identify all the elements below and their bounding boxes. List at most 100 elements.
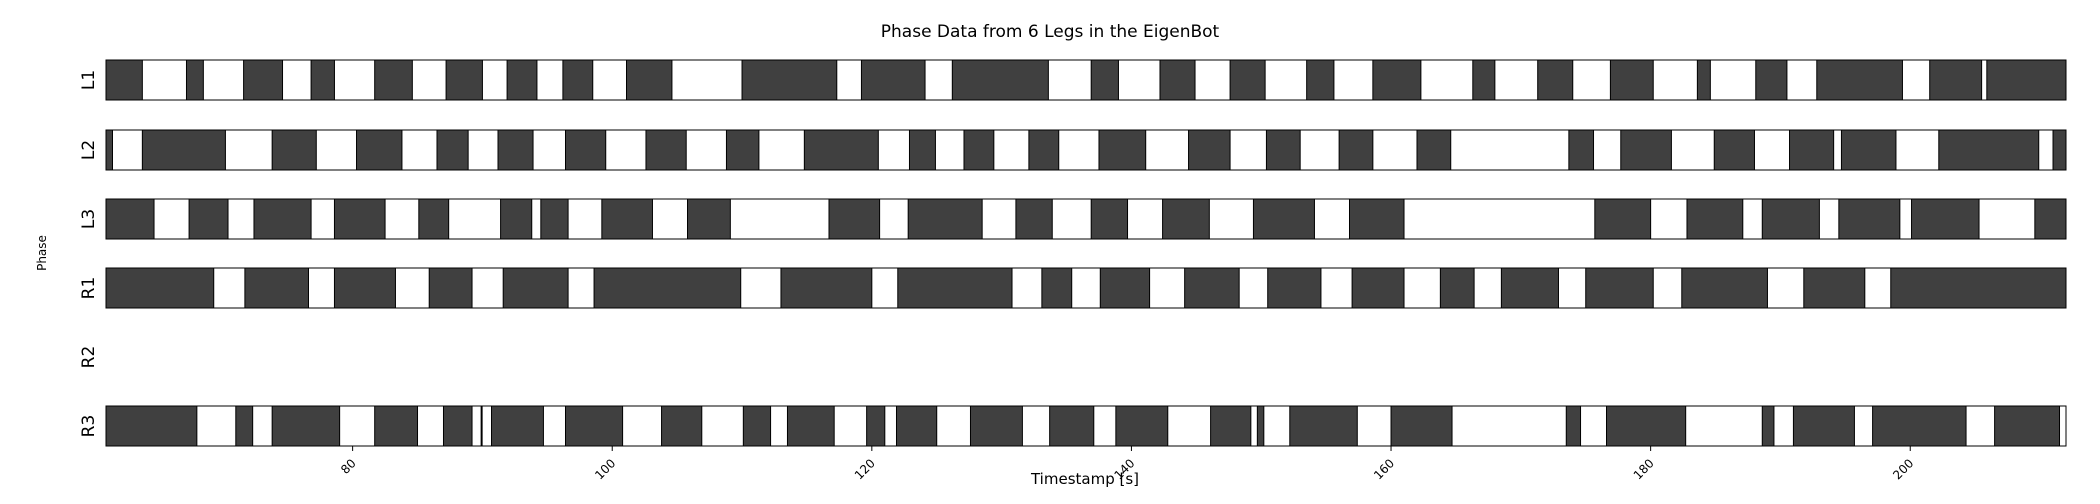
stance-segment — [895, 405, 938, 447]
stance-segment — [480, 405, 483, 447]
stance-segment — [1162, 198, 1210, 240]
stance-segment — [951, 59, 1049, 101]
y-axis-label: Phase — [35, 235, 49, 271]
stance-segment — [105, 59, 143, 101]
stance-segment — [828, 198, 881, 240]
stance-segment — [1351, 267, 1405, 309]
stance-segment — [687, 198, 731, 240]
stance-segment — [866, 405, 886, 447]
stance-segment — [1041, 267, 1073, 309]
stance-segment — [1792, 405, 1855, 447]
stance-segment — [105, 198, 155, 240]
stance-segment — [1761, 198, 1820, 240]
stance-segment — [1099, 267, 1151, 309]
stance-segment — [1098, 129, 1147, 171]
stance-segment — [374, 405, 419, 447]
stance-segment — [963, 129, 995, 171]
stance-segment — [2052, 129, 2067, 171]
x-tick-label: 120 — [852, 456, 878, 482]
stance-segment — [626, 59, 673, 101]
stance-segment — [907, 198, 983, 240]
stance-segment — [803, 129, 879, 171]
stance-segment — [2034, 198, 2067, 240]
stance-segment — [502, 267, 569, 309]
stance-segment — [1090, 198, 1129, 240]
stance-segment — [436, 129, 469, 171]
row-label-l3: L3 — [79, 209, 99, 229]
stance-segment — [661, 405, 703, 447]
stance-segment — [1472, 59, 1496, 101]
stance-segment — [1609, 59, 1654, 101]
stance-segment — [1252, 198, 1315, 240]
stance-segment — [1803, 267, 1866, 309]
stance-segment — [1267, 267, 1322, 309]
stance-segment — [1028, 129, 1060, 171]
stance-segment — [860, 59, 926, 101]
stance-segment — [564, 405, 624, 447]
stance-segment — [1713, 129, 1755, 171]
stance-segment — [1390, 405, 1453, 447]
stance-segment — [1789, 129, 1835, 171]
stance-segment — [1188, 129, 1231, 171]
stance-segment — [185, 59, 204, 101]
x-axis-label: Timestamp [s] — [1030, 470, 1139, 488]
stance-segment — [1994, 405, 2061, 447]
stance-segment — [741, 59, 838, 101]
stance-segment — [1568, 129, 1595, 171]
stance-segment — [244, 267, 309, 309]
stance-segment — [897, 267, 1013, 309]
stance-segment — [141, 129, 226, 171]
row-label-r3: R3 — [79, 415, 99, 438]
stance-segment — [1537, 59, 1574, 101]
stance-segment — [333, 198, 386, 240]
stance-segment — [418, 198, 450, 240]
row-frame-r1 — [105, 267, 2067, 309]
stance-segment — [1289, 405, 1358, 447]
stance-segment — [540, 198, 569, 240]
x-tick-label: 200 — [1890, 456, 1916, 482]
stance-segment — [1338, 129, 1374, 171]
stance-segment — [310, 59, 335, 101]
stance-segment — [564, 129, 607, 171]
stance-segment — [356, 129, 403, 171]
stance-segment — [1594, 198, 1652, 240]
row-label-r2: R2 — [79, 346, 99, 369]
stance-segment — [1816, 59, 1903, 101]
stance-segment — [725, 129, 760, 171]
stance-segment — [1838, 198, 1901, 240]
stance-segment — [1049, 405, 1095, 447]
stance-segment — [442, 405, 473, 447]
stance-segment — [1606, 405, 1687, 447]
row-label-l1: L1 — [79, 70, 99, 90]
row-label-r1: R1 — [79, 277, 99, 300]
stance-segment — [1015, 198, 1053, 240]
stance-segment — [506, 59, 538, 101]
stance-segment — [1500, 267, 1559, 309]
stance-segment — [1265, 129, 1301, 171]
stance-segment — [374, 59, 413, 101]
stance-segment — [105, 405, 198, 447]
stance-segment — [1184, 267, 1240, 309]
stance-segment — [491, 405, 544, 447]
stance-segment — [786, 405, 835, 447]
stance-segment — [1372, 59, 1422, 101]
stance-segment — [333, 267, 396, 309]
stance-segment — [1890, 267, 2067, 309]
stance-segment — [1696, 59, 1711, 101]
stance-segment — [500, 198, 533, 240]
stance-segment — [235, 405, 254, 447]
x-tick-label: 180 — [1631, 456, 1657, 482]
stance-segment — [1210, 405, 1252, 447]
stance-segment — [1565, 405, 1582, 447]
phase-rows: L1 L2 L3 R1 R2 R3 — [79, 59, 2067, 447]
x-tick-label: 100 — [592, 456, 618, 482]
stance-segment — [188, 198, 229, 240]
stance-segment — [1348, 198, 1405, 240]
stance-segment — [1090, 59, 1119, 101]
stance-segment — [445, 59, 483, 101]
stance-segment — [562, 59, 594, 101]
stance-segment — [428, 267, 473, 309]
stance-segment — [1755, 59, 1788, 101]
stance-segment — [1686, 198, 1744, 240]
